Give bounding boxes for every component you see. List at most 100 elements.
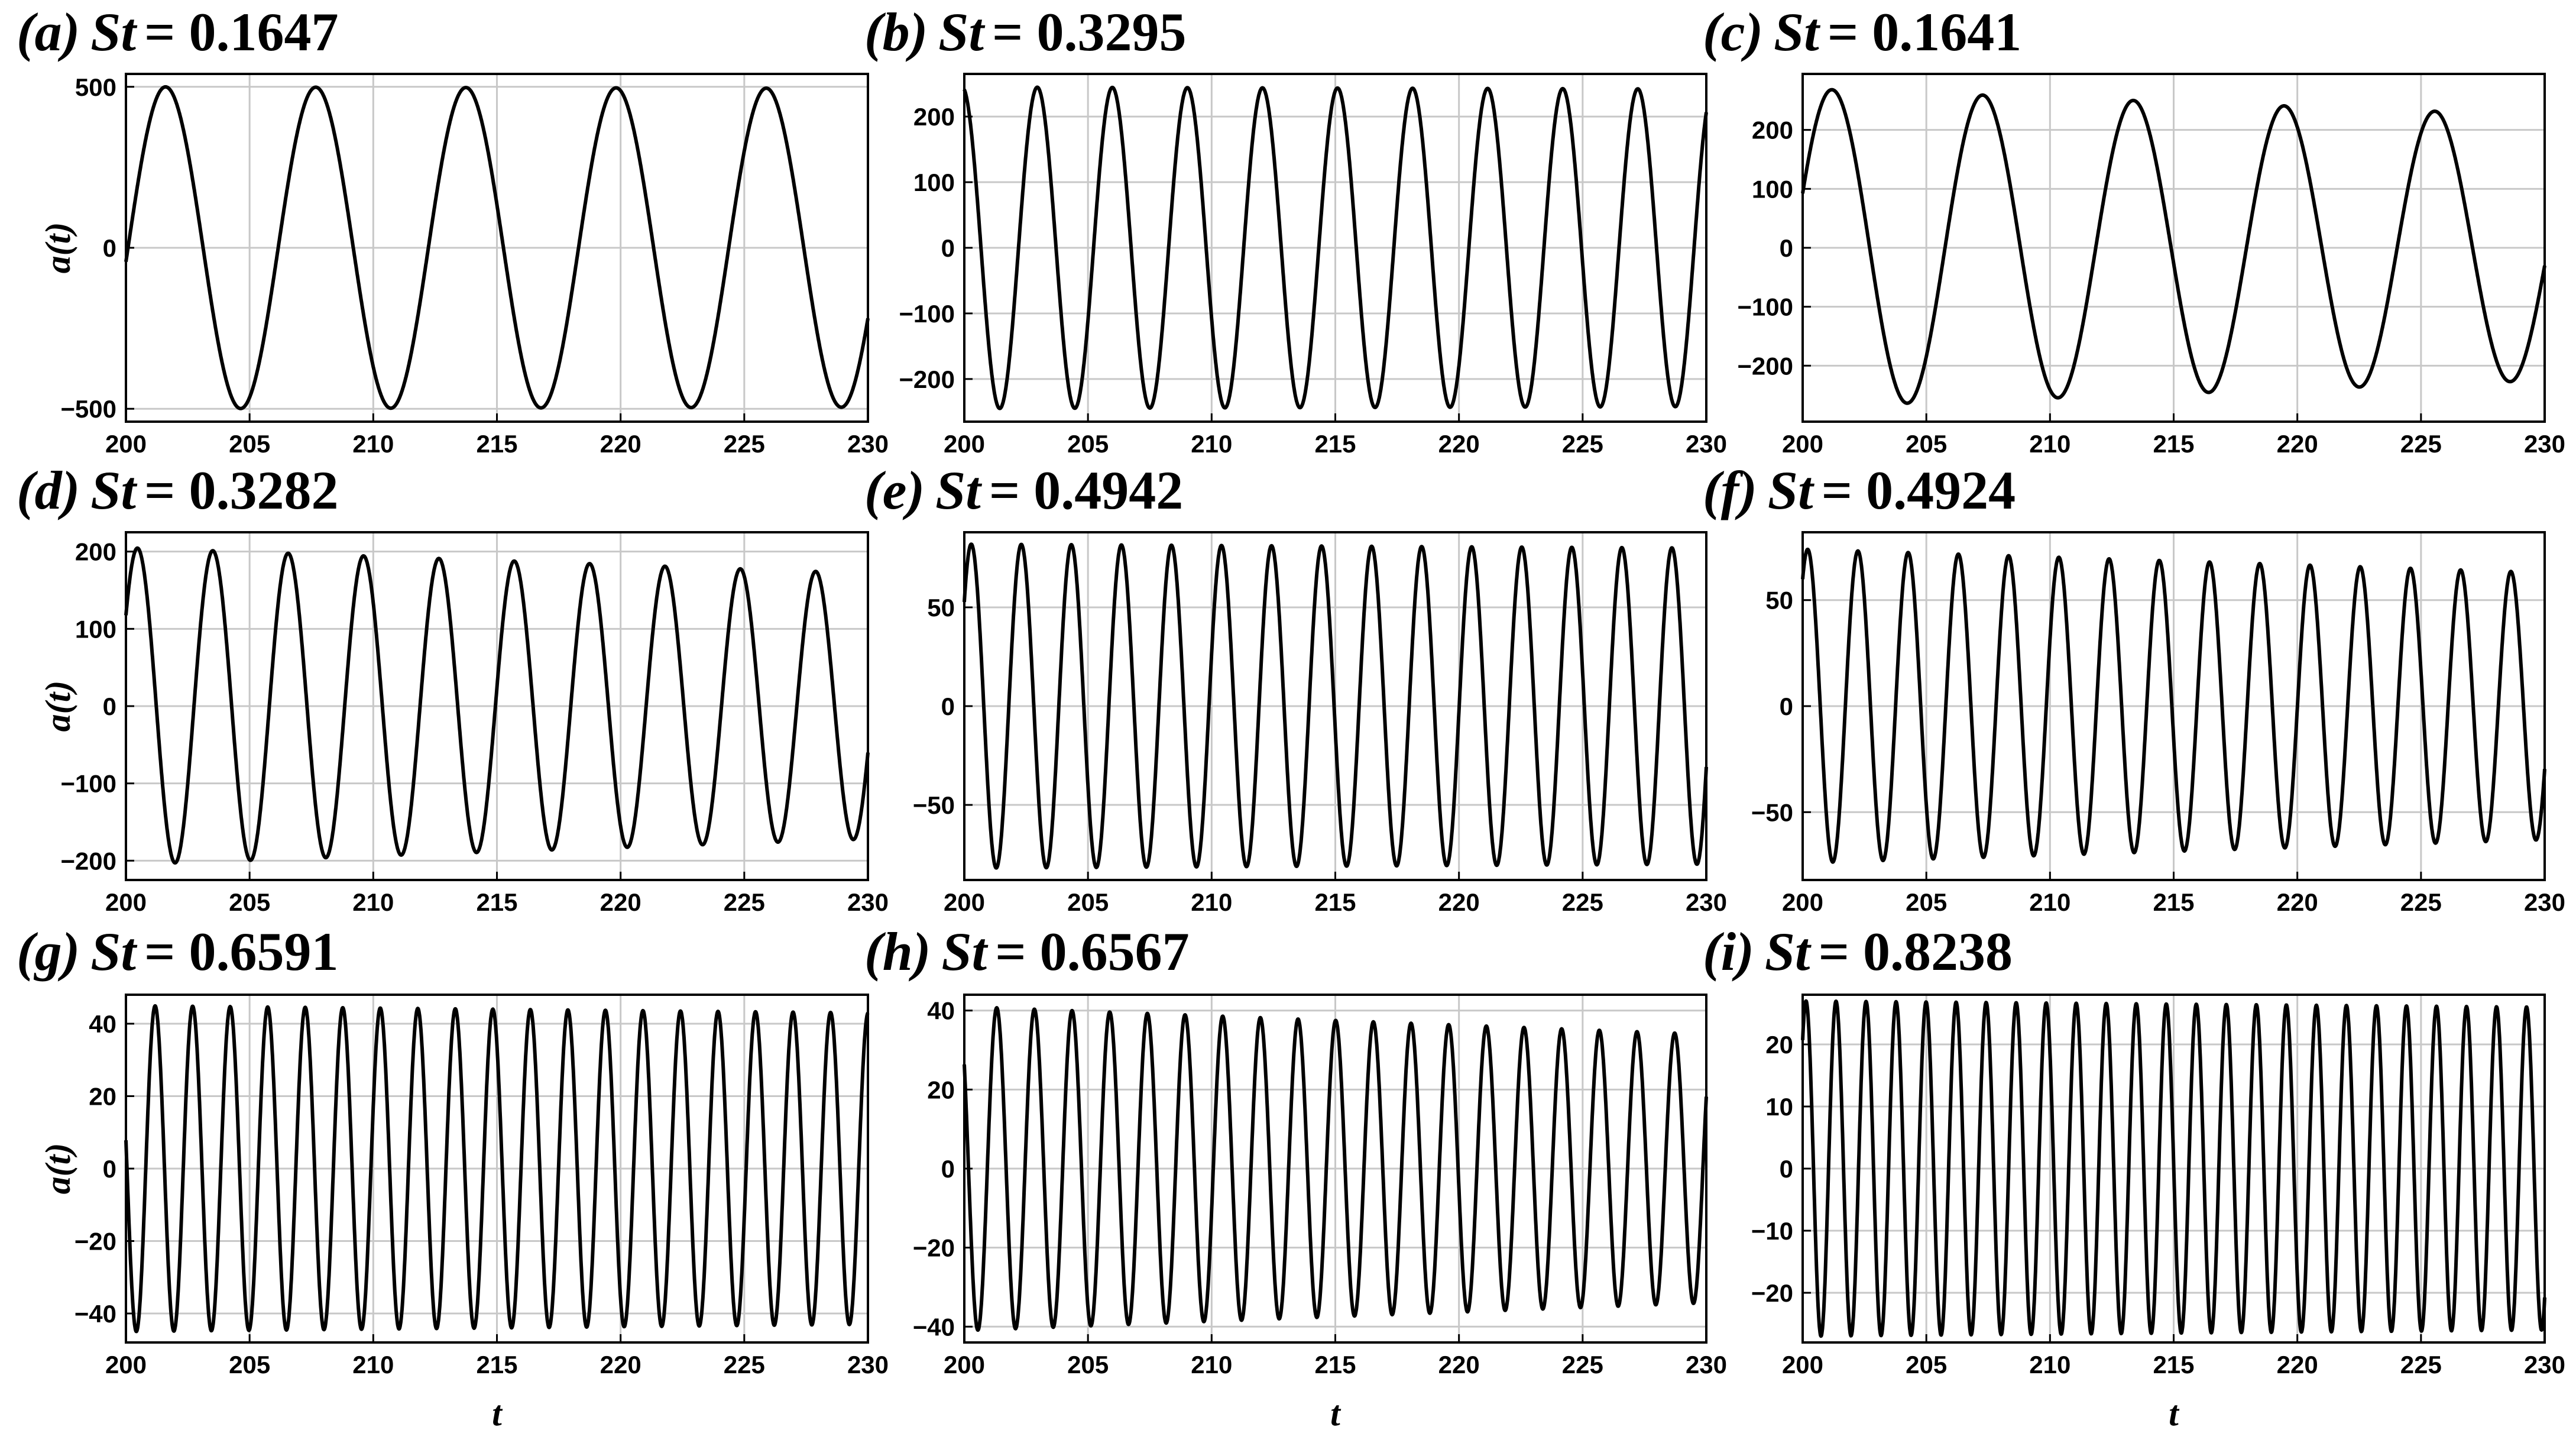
panel-c: (c) St = 0.1641 200 205 210 215 220 225 230 200 100… xyxy=(1703,2,2565,458)
title-variable: St xyxy=(90,2,137,62)
series-line-0 xyxy=(963,1006,1708,1332)
x-tick-label: 220 xyxy=(1438,888,1480,916)
y-tick-label: −20 xyxy=(1751,1279,1793,1307)
y-tick-label: −20 xyxy=(913,1234,955,1262)
y-tick-label: 20 xyxy=(1765,1031,1793,1059)
x-tick-label: 225 xyxy=(724,1351,765,1379)
x-tick-label: 220 xyxy=(2277,1351,2318,1379)
y-tick-label: 0 xyxy=(1780,234,1793,262)
x-tick-label: 210 xyxy=(2029,1351,2070,1379)
x-tick-label: 205 xyxy=(1906,1351,1947,1379)
x-tick-label: 225 xyxy=(724,888,765,916)
x-tick-label: 220 xyxy=(2277,888,2318,916)
y-tick-label: −20 xyxy=(74,1228,116,1256)
y-tick-label: −10 xyxy=(1751,1217,1793,1245)
x-tick-label: 200 xyxy=(1782,888,1823,916)
series-line-0 xyxy=(1801,548,2546,864)
x-tick-label: 200 xyxy=(944,430,985,458)
panel-title: (g) St = 0.6591 xyxy=(17,921,338,982)
title-variable: St xyxy=(90,460,137,520)
x-tick-label: 225 xyxy=(2400,888,2442,916)
x-tick-label: 215 xyxy=(1314,430,1356,458)
x-tick-label: 205 xyxy=(1906,430,1947,458)
x-tick-label: 220 xyxy=(2277,430,2318,458)
x-tick-label: 200 xyxy=(944,888,985,916)
title-value: = 0.1647 xyxy=(144,2,338,62)
x-tick-label: 220 xyxy=(1438,430,1480,458)
x-tick-label: 220 xyxy=(600,1351,641,1379)
x-tick-label: 210 xyxy=(1191,888,1232,916)
panel-title: (h) St = 0.6567 xyxy=(864,921,1190,982)
x-tick-label: 230 xyxy=(1686,888,1727,916)
y-tick-label: 500 xyxy=(75,73,116,101)
x-axis-label: t xyxy=(1330,1394,1342,1433)
x-tick-label: 215 xyxy=(476,888,517,916)
panel-title: (e) St = 0.4942 xyxy=(864,460,1183,520)
title-variable: St xyxy=(1768,460,1814,520)
panel-label: (d) xyxy=(17,460,80,520)
series-line-0 xyxy=(963,542,1708,870)
panel-label: (a) xyxy=(17,2,80,62)
title-variable: St xyxy=(935,460,982,520)
y-tick-label: 100 xyxy=(1752,175,1793,203)
title-value: = 0.6591 xyxy=(144,921,338,982)
y-tick-label: 0 xyxy=(941,234,955,262)
y-tick-label: 20 xyxy=(89,1083,116,1111)
x-tick-label: 205 xyxy=(1906,888,1947,916)
title-variable: St xyxy=(1765,921,1812,982)
y-tick-label: −50 xyxy=(913,791,955,819)
title-value: = 0.1641 xyxy=(1827,2,2021,62)
x-tick-label: 215 xyxy=(476,430,517,458)
panel-label: (b) xyxy=(864,2,928,62)
title-value: = 0.3295 xyxy=(992,2,1186,62)
y-tick-label: −200 xyxy=(60,847,116,875)
x-axis-label: t xyxy=(492,1394,503,1433)
y-axis-label: a(t) xyxy=(38,1143,77,1195)
x-tick-label: 215 xyxy=(2153,1351,2194,1379)
y-tick-label: 10 xyxy=(1765,1093,1793,1121)
y-tick-label: 0 xyxy=(941,693,955,720)
series-line-0 xyxy=(963,85,1708,410)
panel-title: (i) St = 0.8238 xyxy=(1703,921,2013,982)
y-tick-label: 0 xyxy=(941,1155,955,1183)
series-line-0 xyxy=(1801,88,2546,405)
x-tick-label: 230 xyxy=(847,1351,889,1379)
x-axis-label: t xyxy=(2169,1394,2180,1433)
panel-title: (f) St = 0.4924 xyxy=(1703,460,2016,520)
x-tick-label: 220 xyxy=(600,430,641,458)
title-value: = 0.4924 xyxy=(1822,460,2016,520)
x-tick-label: 205 xyxy=(229,430,270,458)
x-tick-label: 210 xyxy=(352,430,394,458)
panel-a: (a) St = 0.1647 200 205 210 215 220 225 230 500 0 −5… xyxy=(17,2,889,458)
panel-b: (b) St = 0.3295 200 205 210 215 220 225 230 200 100… xyxy=(864,2,1727,458)
y-tick-label: 20 xyxy=(927,1076,955,1104)
x-tick-label: 210 xyxy=(2029,888,2070,916)
panel-label: (g) xyxy=(17,921,80,982)
y-tick-label: 100 xyxy=(913,169,955,196)
y-tick-label: 200 xyxy=(913,103,955,131)
title-variable: St xyxy=(90,921,137,982)
y-tick-label: −500 xyxy=(60,395,116,423)
x-tick-label: 205 xyxy=(229,888,270,916)
y-tick-label: −40 xyxy=(913,1313,955,1341)
x-tick-label: 205 xyxy=(1067,430,1109,458)
x-tick-label: 220 xyxy=(1438,1351,1480,1379)
x-tick-label: 205 xyxy=(1067,888,1109,916)
y-tick-label: −200 xyxy=(1737,352,1793,380)
title-variable: St xyxy=(1774,2,1820,62)
title-value: = 0.4942 xyxy=(989,460,1183,520)
y-tick-label: 40 xyxy=(89,1010,116,1038)
y-tick-label: 0 xyxy=(103,693,116,720)
x-tick-label: 215 xyxy=(1314,888,1356,916)
x-tick-label: 210 xyxy=(1191,430,1232,458)
x-tick-label: 230 xyxy=(847,430,889,458)
panel-label: (f) xyxy=(1703,460,1757,520)
title-value: = 0.6567 xyxy=(995,921,1189,982)
x-tick-label: 215 xyxy=(2153,888,2194,916)
x-tick-label: 205 xyxy=(1067,1351,1109,1379)
panel-label: (c) xyxy=(1703,2,1763,62)
y-tick-label: −50 xyxy=(1751,798,1793,826)
